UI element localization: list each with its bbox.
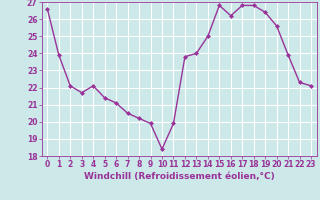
X-axis label: Windchill (Refroidissement éolien,°C): Windchill (Refroidissement éolien,°C) — [84, 172, 275, 181]
